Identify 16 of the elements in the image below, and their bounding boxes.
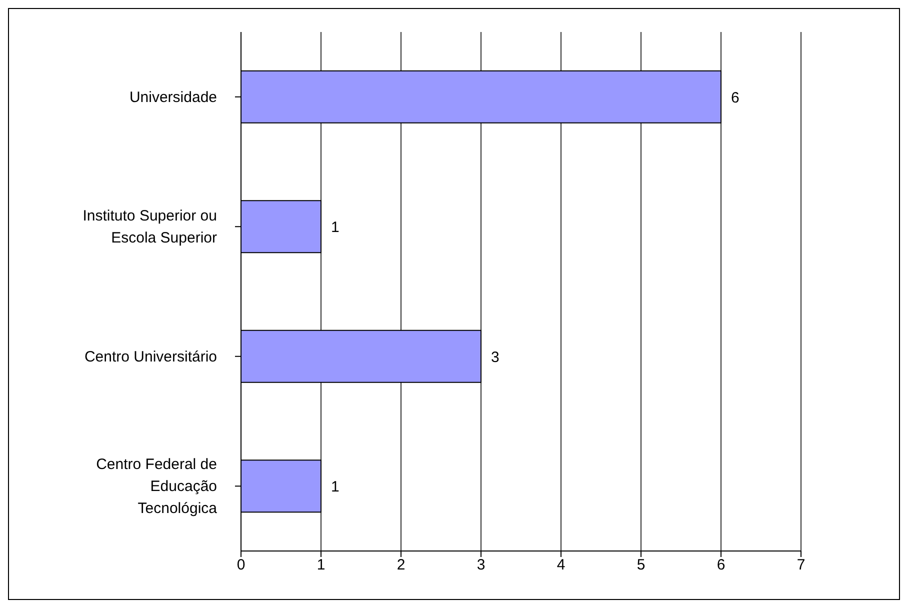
y-tick-label: Centro Federal de Educação Tecnológica xyxy=(96,456,218,517)
x-tick-label: 1 xyxy=(316,556,326,574)
data-label: 1 xyxy=(331,478,340,496)
x-tick-label: 3 xyxy=(476,556,486,574)
y-tick-label: Instituto Superior ou Escola Superior xyxy=(82,207,217,246)
x-tick-label: 7 xyxy=(796,556,806,574)
data-label: 1 xyxy=(331,219,340,236)
y-tick-label: Universidade xyxy=(129,88,217,106)
x-tick-label: 6 xyxy=(716,556,726,574)
data-label: 6 xyxy=(731,89,740,106)
x-tick-label: 5 xyxy=(636,556,646,574)
y-tick-label: Centro Universitário xyxy=(84,348,217,365)
data-label: 3 xyxy=(491,348,500,366)
x-tick-label: 4 xyxy=(556,556,566,574)
x-tick-label: 0 xyxy=(236,556,246,574)
x-tick-label: 2 xyxy=(396,556,406,574)
